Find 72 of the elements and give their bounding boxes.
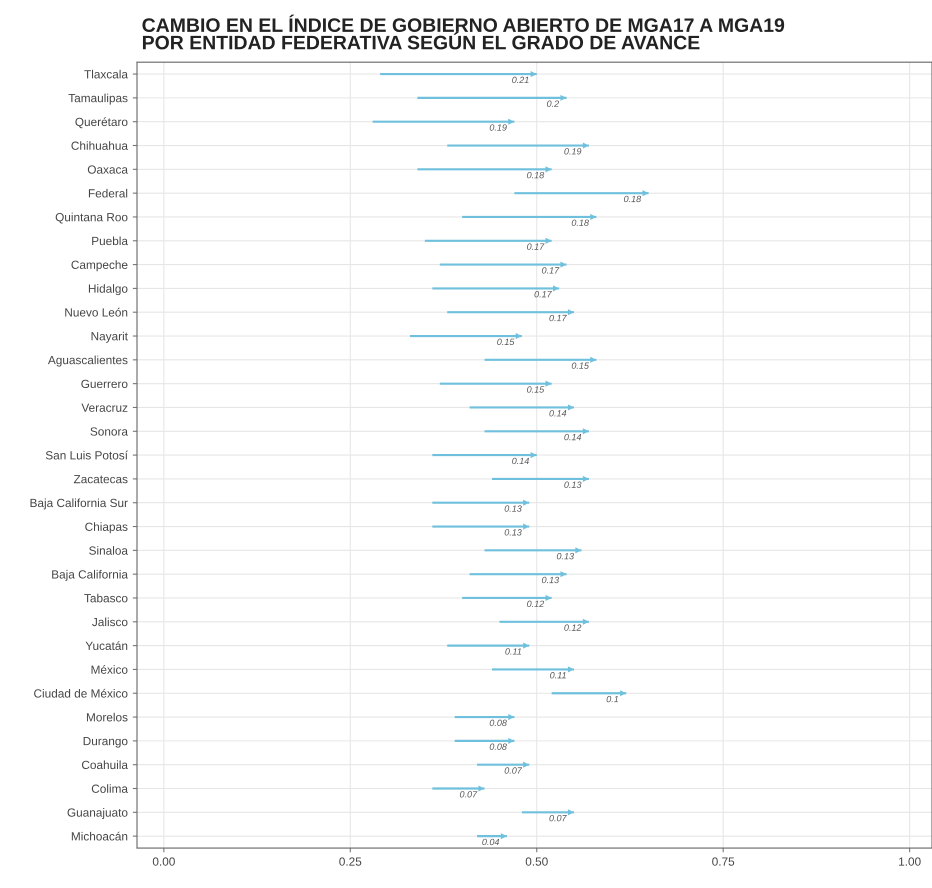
y-tick-label: Baja California — [52, 570, 128, 581]
y-tick-label: México — [92, 665, 128, 674]
y-tick-label: Puebla — [92, 236, 128, 246]
y-tick-label: Nayarit — [92, 332, 128, 343]
y-tick-label: Sinaloa — [89, 546, 128, 555]
data-label: 0.14 — [564, 434, 582, 440]
y-tick-label: Hidalgo — [88, 284, 128, 296]
y-tick-label: Ciudad de México — [34, 688, 128, 698]
data-label: 0.13 — [564, 482, 582, 488]
x-tick-label: 1.00 — [899, 857, 921, 866]
y-tick-label: Federal — [88, 188, 128, 198]
x-tick-label: 0.00 — [152, 857, 175, 866]
x-tick-label: 0.75 — [712, 857, 734, 866]
y-tick-label: Colima — [92, 784, 128, 793]
data-label: 0.08 — [490, 720, 507, 726]
y-tick-label: Tlaxcala — [84, 70, 128, 78]
y-tick-label: Nuevo León — [65, 308, 128, 317]
data-label: 0.15 — [527, 386, 544, 393]
y-tick-label: San Luis Potosí — [46, 450, 128, 460]
y-tick-label: Coahuila — [82, 760, 128, 770]
data-label: 0.13 — [542, 576, 560, 584]
y-tick-label: Durango — [84, 737, 128, 748]
y-tick-label: Guerrero — [81, 380, 128, 388]
y-tick-label: Morelos — [86, 712, 128, 722]
data-label: 0.07 — [504, 767, 522, 774]
y-tick-label: Quintana Roo — [56, 212, 128, 224]
y-tick-label: Tamaulipas — [68, 94, 128, 105]
data-label: 0.19 — [564, 148, 582, 155]
y-tick-label: Oaxaca — [88, 165, 128, 174]
y-tick-label: Michoacán — [72, 832, 128, 841]
data-label: 0.13 — [504, 505, 522, 512]
data-label: 0.11 — [505, 648, 522, 655]
data-label: 0.17 — [549, 314, 567, 322]
data-label: 0.1 — [606, 696, 618, 702]
y-tick-label: Zacatecas — [74, 475, 128, 484]
data-label: 0.18 — [624, 196, 642, 202]
y-tick-label: Veracruz — [81, 404, 128, 412]
y-tick-label: Guanajuato — [68, 808, 128, 820]
data-label: 0.12 — [527, 600, 544, 607]
data-label: 0.08 — [490, 743, 507, 750]
y-tick-label: Sonora — [90, 427, 128, 436]
x-tick-label: 0.25 — [339, 857, 362, 866]
data-label: 0.17 — [542, 267, 560, 274]
data-label: 0.17 — [534, 291, 552, 298]
y-tick-label: Baja California Sur — [30, 498, 128, 510]
data-label: 0.2 — [546, 100, 559, 107]
y-tick-label: Chiapas — [85, 522, 128, 534]
data-label: 0.18 — [572, 220, 589, 226]
y-tick-label: Jalisco — [92, 618, 128, 626]
y-tick-label: Yucatán — [86, 641, 128, 650]
data-label: 0.18 — [527, 172, 544, 178]
y-tick-label: Chihuahua — [71, 141, 128, 150]
data-label: 0.15 — [572, 362, 589, 369]
x-tick-label: 0.50 — [526, 857, 548, 866]
data-label: 0.04 — [482, 838, 500, 846]
y-tick-label: Aguascalientes — [48, 356, 128, 367]
data-label: 0.14 — [512, 458, 529, 464]
y-tick-label: Campeche — [71, 260, 128, 272]
y-tick-label: Tabasco — [84, 594, 128, 602]
data-label: 0.19 — [490, 124, 507, 131]
data-label: 0.07 — [460, 791, 478, 798]
data-label: 0.11 — [550, 672, 566, 678]
chart-title: CAMBIO EN EL ÍNDICE DE GOBIERNO ABIERTO DE MGA17 A MGA19 POR ENTIDAD FEDERATIVA SEGÚN EL GRADO DE AVANCE — [142, 14, 784, 50]
data-label: 0.13 — [504, 529, 522, 536]
data-label: 0.12 — [564, 624, 582, 631]
data-label: 0.21 — [512, 76, 529, 84]
data-label: 0.15 — [497, 338, 514, 346]
data-label: 0.17 — [527, 243, 544, 250]
y-tick-label: Querétaro — [75, 117, 128, 128]
data-label: 0.07 — [549, 814, 567, 822]
data-label: 0.13 — [556, 552, 574, 560]
data-label: 0.14 — [549, 410, 566, 416]
